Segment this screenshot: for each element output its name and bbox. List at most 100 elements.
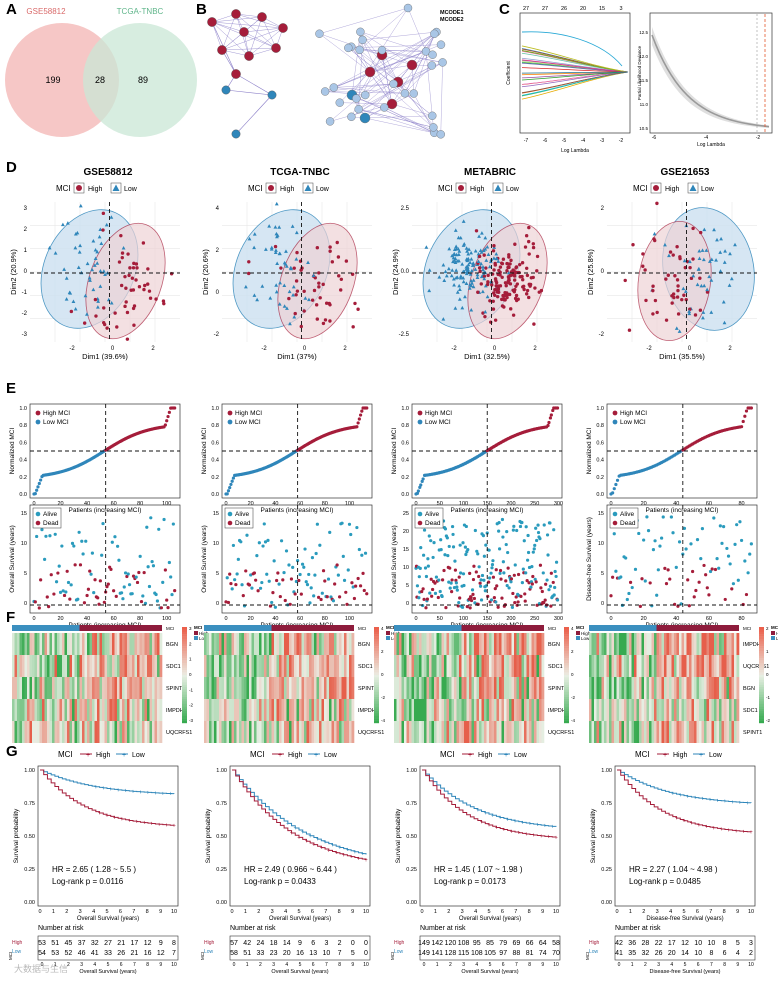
heatmap-cell: [272, 699, 275, 721]
network-node: [207, 17, 216, 26]
heatmap-cell: [65, 721, 68, 743]
status-point-alive: [120, 591, 123, 594]
pca-point-high: [478, 255, 481, 258]
rank-y-tick: 0.6: [401, 440, 409, 446]
top-tick-label: 15: [599, 6, 605, 12]
status-point-dead: [166, 606, 169, 609]
status-point-alive: [437, 579, 440, 582]
pca-xlabel: Dim1 (32.5%): [464, 352, 510, 361]
heatmap-cell: [47, 677, 50, 699]
heatmap-cell: [672, 655, 675, 677]
km-censor-low: +: [498, 815, 502, 821]
status-point-alive: [634, 568, 637, 571]
heatmap-cell: [607, 677, 610, 699]
status-point-alive: [627, 592, 630, 595]
heatmap-cell: [734, 721, 737, 743]
heatmap-cell: [160, 633, 163, 655]
risk-x-tick: 8: [338, 962, 341, 968]
heatmap-cell: [414, 721, 417, 743]
km-legend-plus-low: +: [122, 752, 126, 759]
heatmap-cell: [632, 699, 635, 721]
status-point-dead: [289, 603, 292, 606]
heatmap-cell: [659, 699, 662, 721]
heatmap-cell: [42, 633, 45, 655]
km-censor-high: +: [532, 833, 536, 839]
heatmap-cell: [209, 677, 212, 699]
status-point-alive: [328, 531, 331, 534]
heatmap-cell: [112, 677, 115, 699]
risk-count-high: 53: [38, 940, 46, 947]
rank-ylabel: Normalized MCI: [201, 428, 208, 475]
heatmap-cell: [602, 721, 605, 743]
heatmap-cell: [105, 699, 108, 721]
heatmap-cell: [467, 699, 470, 721]
heatmap-cell: [274, 721, 277, 743]
status-y-tick: 0: [24, 601, 27, 607]
rank-point-high: [173, 406, 176, 409]
km-censor-high: +: [364, 858, 368, 864]
pca-point-high: [499, 265, 502, 268]
heatmap-cell: [224, 655, 227, 677]
rank-y-tick: 0.4: [211, 458, 219, 464]
heatmap-cell: [12, 677, 15, 699]
pca-point-high: [493, 294, 496, 297]
heatmap-scale-cell: [374, 704, 379, 707]
heatmap-cell: [40, 699, 43, 721]
heatmap-cell: [337, 677, 340, 699]
pca-point-high: [102, 212, 105, 215]
status-point-alive: [689, 542, 692, 545]
heatmap-cell: [257, 721, 260, 743]
pca-point-high: [124, 300, 127, 303]
km-censor-low: +: [723, 799, 727, 805]
heatmap-cell: [644, 633, 647, 655]
status-point-dead: [479, 582, 482, 585]
heatmap-cell: [664, 633, 667, 655]
heatmap-cell: [284, 721, 287, 743]
heatmap-cell: [507, 655, 510, 677]
status-point-alive: [277, 582, 280, 585]
status-point-dead: [66, 570, 69, 573]
rank-x-tick: 100: [345, 501, 354, 507]
heatmap-scale-cell: [564, 651, 569, 654]
status-point-alive: [631, 586, 634, 589]
heatmap-scale-cell: [182, 651, 187, 654]
heatmap-cell: [17, 633, 20, 655]
status-point-alive: [536, 524, 539, 527]
heatmap-cell: [342, 699, 345, 721]
km-x-tick: 6: [119, 909, 122, 915]
heatmap-cell: [477, 677, 480, 699]
status-point-dead: [284, 599, 287, 602]
status-point-alive: [127, 572, 130, 575]
rank-legend-dot-low: [418, 420, 423, 425]
heatmap-cell: [132, 699, 135, 721]
heatmap-cell: [532, 677, 535, 699]
status-point-alive: [444, 527, 447, 530]
heatmap-cell: [689, 699, 692, 721]
heatmap-cell: [229, 655, 232, 677]
km-censor-high: +: [113, 815, 117, 821]
status-y-tick: 10: [213, 541, 219, 547]
heatmap-cell: [60, 655, 63, 677]
pca-point-high: [483, 315, 486, 318]
pca-point-high: [522, 285, 525, 288]
heatmap-cell: [35, 677, 38, 699]
risk-x-tick: 2: [259, 962, 262, 968]
heatmap-cell: [304, 655, 307, 677]
rank-y-tick: 0.6: [596, 440, 604, 446]
network-node: [352, 95, 360, 103]
status-point-alive: [522, 568, 525, 571]
km-curve-low: [422, 770, 556, 827]
heatmap-cell: [472, 721, 475, 743]
heatmap-cell: [497, 633, 500, 655]
status-point-alive: [512, 529, 515, 532]
km-censor-high: +: [487, 823, 491, 829]
status-point-dead: [531, 575, 534, 578]
heatmap-scale-cell: [182, 653, 187, 656]
risk-count-low: 10: [694, 950, 702, 957]
status-y-tick: 0: [216, 601, 219, 607]
heatmap-cell: [100, 655, 103, 677]
rank-x-tick: 50: [437, 501, 443, 507]
